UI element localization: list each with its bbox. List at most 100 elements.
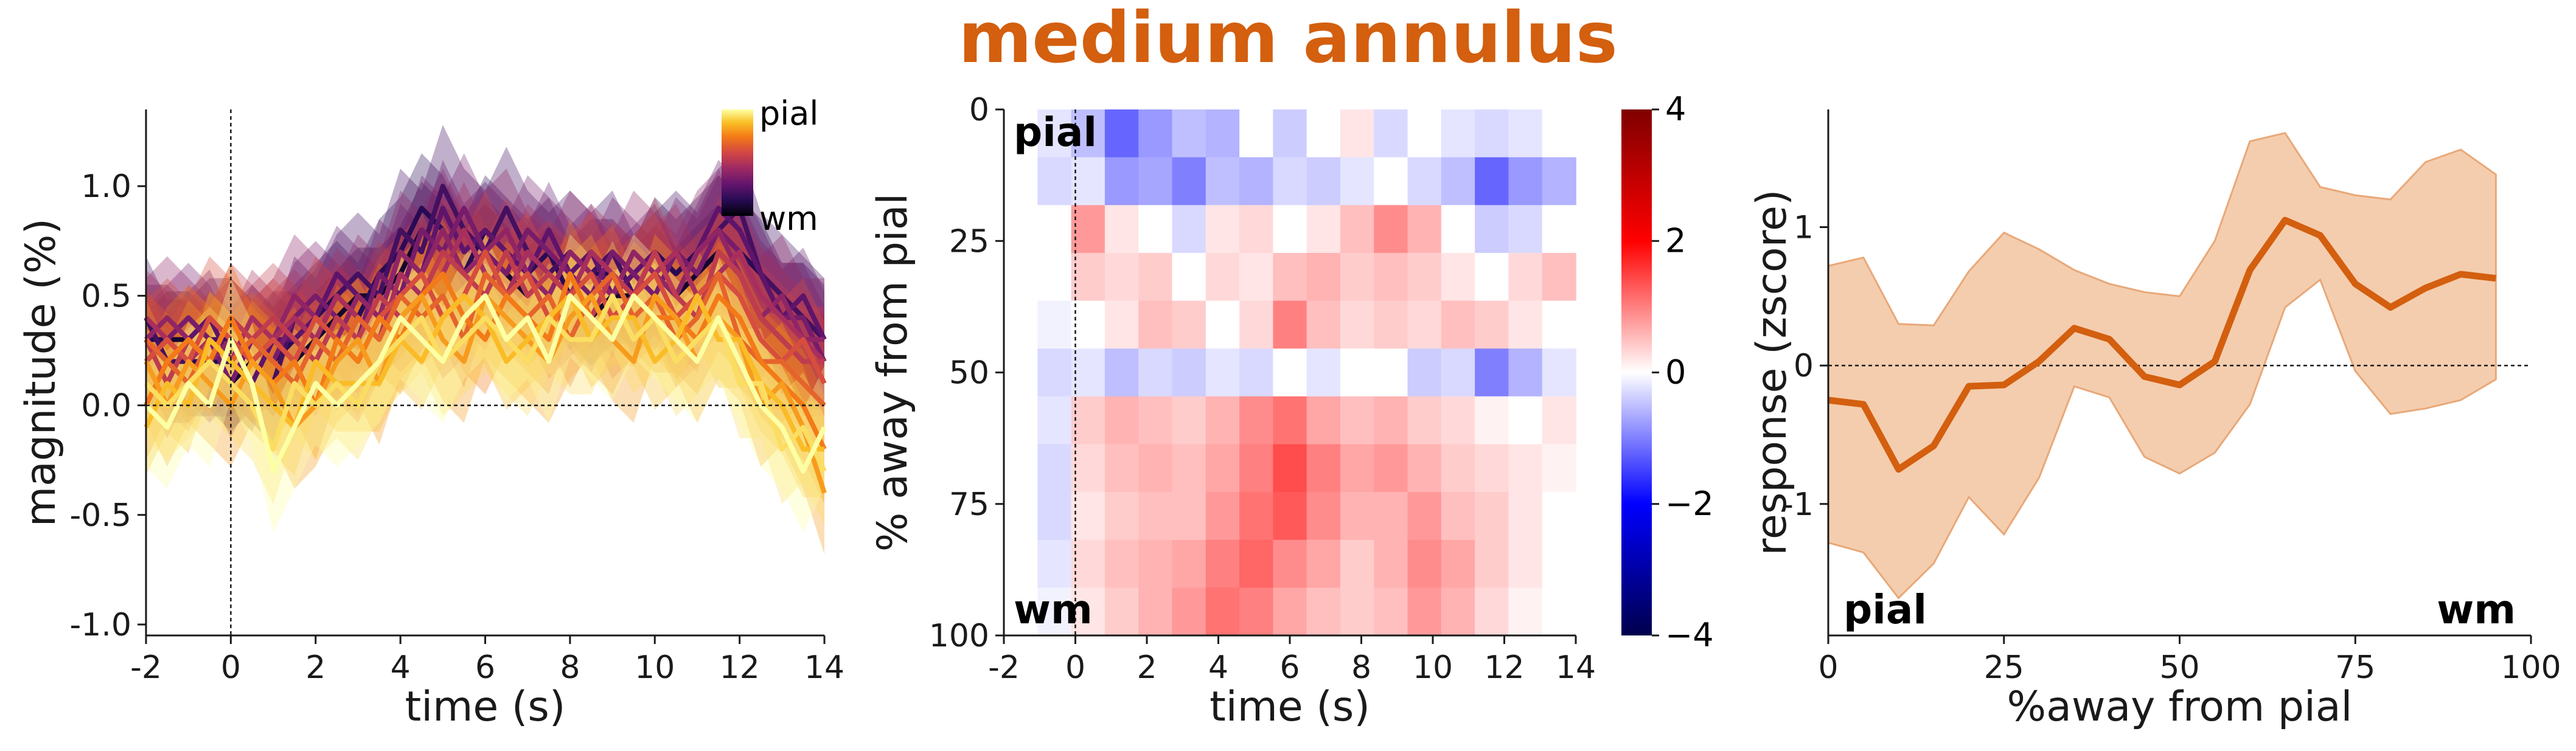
heatmap-cell [1508,587,1543,636]
heatmap-cell [1542,109,1576,158]
heatmap-cell [1071,205,1105,254]
heatmap-cell [1172,444,1206,493]
x-tick-label: 0 [1065,649,1085,686]
heatmap-cell [1508,492,1543,541]
heatmap-cell [1508,396,1543,445]
heatmap-cell [1407,444,1442,493]
heatmap-cell [1138,157,1173,206]
heatmap-cell [1138,587,1173,636]
heatmap-cell [1239,252,1274,302]
heatmap-cell [1441,205,1475,254]
heatmap-cell [1273,252,1307,302]
heatmap-cell [1071,396,1105,445]
y-axis-label: response (zscore) [1748,190,1796,556]
heatmap-cell [1071,109,1105,158]
x-tick-label: 12 [1484,649,1524,686]
heatmap-cell [1004,539,1039,589]
wm-annotation: wm [2437,586,2516,633]
depth-series-line [144,249,827,385]
x-tick-label: 8 [1351,649,1371,686]
heatmap-cell [1037,492,1072,541]
error-band [146,241,824,526]
heatmap-cell [1239,396,1274,445]
heatmap-cell [1205,252,1240,302]
heatmap-cell [1542,492,1576,541]
x-tick-label: 25 [1984,649,2024,686]
heatmap-cell [1306,539,1341,589]
heatmap-cell [1071,587,1105,636]
heatmap-cell [1104,492,1139,541]
error-band [146,153,824,417]
heatmap-cell [1374,300,1408,349]
heatmap-cell [1004,205,1039,254]
heatmap-cell [1374,252,1408,302]
x-tick-label: 2 [1137,649,1157,686]
heatmap-cell [1172,252,1206,302]
heatmap-cell [1138,205,1173,254]
y-tick-label: 75 [949,486,989,523]
heatmap-cell [1273,444,1307,493]
heatmap-cell [1407,587,1442,636]
heatmap-cell [1475,205,1509,254]
heatmap-cell [1441,157,1475,206]
heatmap-cell [1004,157,1039,206]
x-tick-label: 0 [1818,649,1838,686]
colorbar-tick-label: −2 [1665,485,1714,523]
heatmap-cell [1239,492,1274,541]
heatmap-cell [1374,587,1408,636]
heatmap-cell [1239,109,1274,158]
y-tick-label: 1 [1794,209,1814,246]
heatmap-cell [1407,396,1442,445]
heatmap-cell [1104,396,1139,445]
legend-colorbar [722,109,753,216]
heatmap-cell [1340,157,1374,206]
heatmap-cell [1542,157,1576,206]
heatmap-cell [1205,396,1240,445]
heatmap-cell [1205,444,1240,493]
heatmap-cell [1239,157,1274,206]
y-axis-label: magnitude (%) [17,218,65,527]
heatmap-cell [1239,587,1274,636]
heatmap-cell [1239,539,1274,589]
heatmap-cell [1374,157,1408,206]
heatmap-cell [1475,109,1509,158]
heatmap-cell [1306,492,1341,541]
heatmap-cell [1475,587,1509,636]
x-tick-label: 50 [2159,649,2199,686]
y-ticks: 1 0 -1 [1782,209,1828,523]
heatmap-cell [1273,300,1307,349]
y-axis-label: % away from pial [869,193,917,552]
error-band [146,234,824,533]
timecourse-panel: -2 0 2 4 6 8 10 12 14 1.0 0.5 0.0 -0.5 -1.0 time (s)… [17,94,844,731]
heatmap-colorbar: 4 2 0 −2 −4 [1621,90,1714,654]
heatmap-cell [1441,348,1475,397]
heatmap-cell [1374,444,1408,493]
heatmap-cell [1407,252,1442,302]
x-tick-label: 100 [2501,649,2561,686]
heatmap-cell [1071,492,1105,541]
heatmap-cell [1172,205,1206,254]
y-tick-label: 50 [949,355,989,392]
heatmap-cell [1104,205,1139,254]
heatmap-cell [1004,252,1039,302]
heatmap-cell [1306,587,1341,636]
y-tick-label: 0 [969,92,989,128]
x-tick-label: 14 [804,649,844,686]
colorbar-tick-label: 0 [1665,353,1686,392]
heatmap-cell [1104,539,1139,589]
heatmap-cell [1071,539,1105,589]
heatmap-cell [1172,492,1206,541]
depth-profile-panel: 0 25 50 75 100 1 0 -1 %away from pial response… [1748,109,2561,731]
heatmap-cell [1138,109,1173,158]
confidence-band [1827,131,2497,600]
heatmap-cell [1138,492,1173,541]
x-ticks: 0 25 50 75 100 [1818,635,2561,686]
heatmap-cell [1542,396,1576,445]
heatmap-cell [1542,444,1576,493]
x-tick-label: 2 [305,649,325,686]
heatmap-cell [1138,300,1173,349]
heatmap-cell [1104,109,1139,158]
x-tick-label: 8 [560,649,580,686]
heatmap-cell [1104,587,1139,636]
heatmap-cell [1273,539,1307,589]
